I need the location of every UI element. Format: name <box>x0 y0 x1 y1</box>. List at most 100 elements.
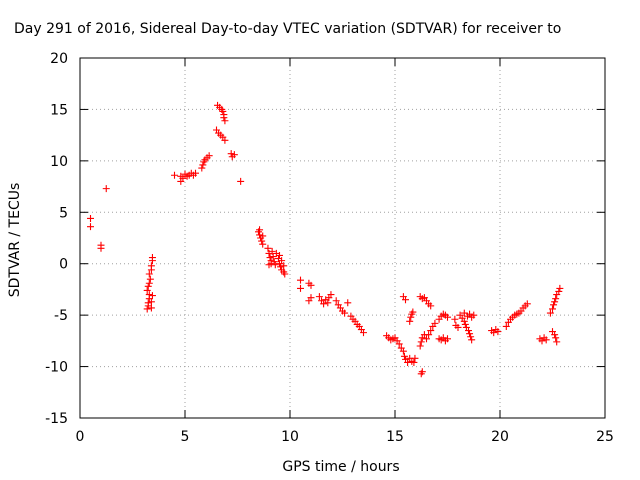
data-point-marker <box>220 114 228 122</box>
data-point-marker <box>87 223 94 231</box>
y-tick-label: 0 <box>59 257 68 273</box>
data-point-marker <box>425 331 433 339</box>
y-tick-label: 15 <box>50 102 68 118</box>
data-point-marker <box>145 291 153 299</box>
grid-lines <box>80 58 605 418</box>
data-point-marker <box>144 299 152 307</box>
x-tick-label: 25 <box>596 429 614 445</box>
data-point-marker <box>307 294 315 302</box>
data-point-marker <box>460 309 468 317</box>
data-point-marker <box>256 226 264 234</box>
data-point-marker <box>259 232 267 240</box>
y-tick-label: 5 <box>59 205 68 221</box>
y-tick-label: -15 <box>45 411 68 427</box>
data-point-marker <box>320 300 328 308</box>
data-point-marker <box>148 254 156 262</box>
data-point-marker <box>268 247 276 255</box>
data-point-marker <box>199 161 207 169</box>
data-point-marker <box>237 177 245 185</box>
data-point-marker <box>407 313 415 321</box>
data-point-marker <box>418 368 426 376</box>
data-point-marker <box>219 107 227 115</box>
axis-ticks: 0 5 10 15 20 25 -15 -10 -5 0 5 10 15 20 <box>45 51 614 445</box>
data-point-marker <box>552 334 560 342</box>
data-point-marker <box>404 358 412 366</box>
data-point-marker <box>278 257 286 265</box>
data-point-marker <box>102 185 110 193</box>
data-point-marker <box>551 298 559 306</box>
data-point-marker <box>411 354 419 362</box>
data-point-marker <box>423 335 430 343</box>
data-point-marker <box>466 330 474 338</box>
data-point-marker <box>280 262 288 270</box>
plot-area-frame <box>79 57 606 419</box>
data-point-marker <box>553 338 561 346</box>
data-point-marker <box>259 240 267 248</box>
data-point-marker <box>258 237 266 245</box>
x-tick-label: 20 <box>491 429 509 445</box>
data-point-marker <box>550 301 558 309</box>
data-point-marker <box>147 304 155 312</box>
data-point-marker <box>406 317 414 325</box>
data-point-marker <box>468 336 476 344</box>
data-point-marker <box>427 327 435 335</box>
data-point-marker <box>546 309 554 317</box>
x-tick-label: 10 <box>281 429 299 445</box>
x-tick-label: 15 <box>386 429 404 445</box>
x-tick-label: 0 <box>76 429 85 445</box>
data-point-marker <box>360 329 367 337</box>
data-point-marker <box>451 315 459 323</box>
data-point-marker <box>146 275 154 283</box>
data-point-marker <box>400 352 408 360</box>
data-point-marker <box>264 244 272 252</box>
data-point-marker <box>555 287 563 295</box>
data-point-marker <box>145 279 153 287</box>
data-point-marker <box>395 340 403 348</box>
data-point-marker <box>266 254 274 262</box>
data-point-marker <box>410 358 418 366</box>
data-point-marker <box>399 347 407 355</box>
data-point-marker <box>552 295 560 303</box>
data-point-marker <box>454 323 462 331</box>
data-point-marker <box>315 293 323 301</box>
data-point-marker <box>307 281 315 289</box>
data-point-marker <box>281 270 289 278</box>
data-point-marker <box>143 286 151 294</box>
data-point-marker <box>198 164 206 172</box>
data-point-marker <box>431 319 439 327</box>
data-point-marker <box>416 342 424 350</box>
data-point-marker <box>179 174 187 182</box>
data-point-marker <box>460 317 468 325</box>
data-point-marker <box>502 322 510 330</box>
y-tick-label: -10 <box>45 360 68 376</box>
data-point-marker <box>205 152 213 160</box>
y-tick-label: 10 <box>50 154 68 170</box>
data-point-marker <box>171 171 178 179</box>
data-point-marker <box>409 308 417 316</box>
data-point-marker <box>277 263 285 271</box>
data-point-marker <box>344 299 352 307</box>
y-axis-label: SDTVAR / TECUs <box>7 183 23 298</box>
y-tick-label: -5 <box>54 308 68 324</box>
data-point-marker <box>467 333 475 341</box>
data-point-marker <box>192 169 199 177</box>
data-point-marker <box>147 262 155 270</box>
data-point-marker <box>276 251 283 259</box>
data-point-marker <box>402 296 409 304</box>
y-tick-label: 20 <box>50 51 68 67</box>
data-point-marker <box>470 311 478 319</box>
data-point-marker <box>143 305 151 313</box>
x-tick-label: 5 <box>181 429 190 445</box>
data-point-marker <box>227 150 235 158</box>
data-point-marker <box>444 313 451 321</box>
data-point-marker <box>461 320 469 328</box>
data-point-marker <box>465 327 472 335</box>
data-point-marker <box>145 270 153 278</box>
data-point-marker <box>444 335 451 343</box>
data-point-marker <box>494 328 502 336</box>
data-point-marker <box>147 298 155 306</box>
data-point-marker <box>556 284 564 292</box>
data-point-marker <box>221 136 229 144</box>
data-point-marker <box>324 299 332 307</box>
